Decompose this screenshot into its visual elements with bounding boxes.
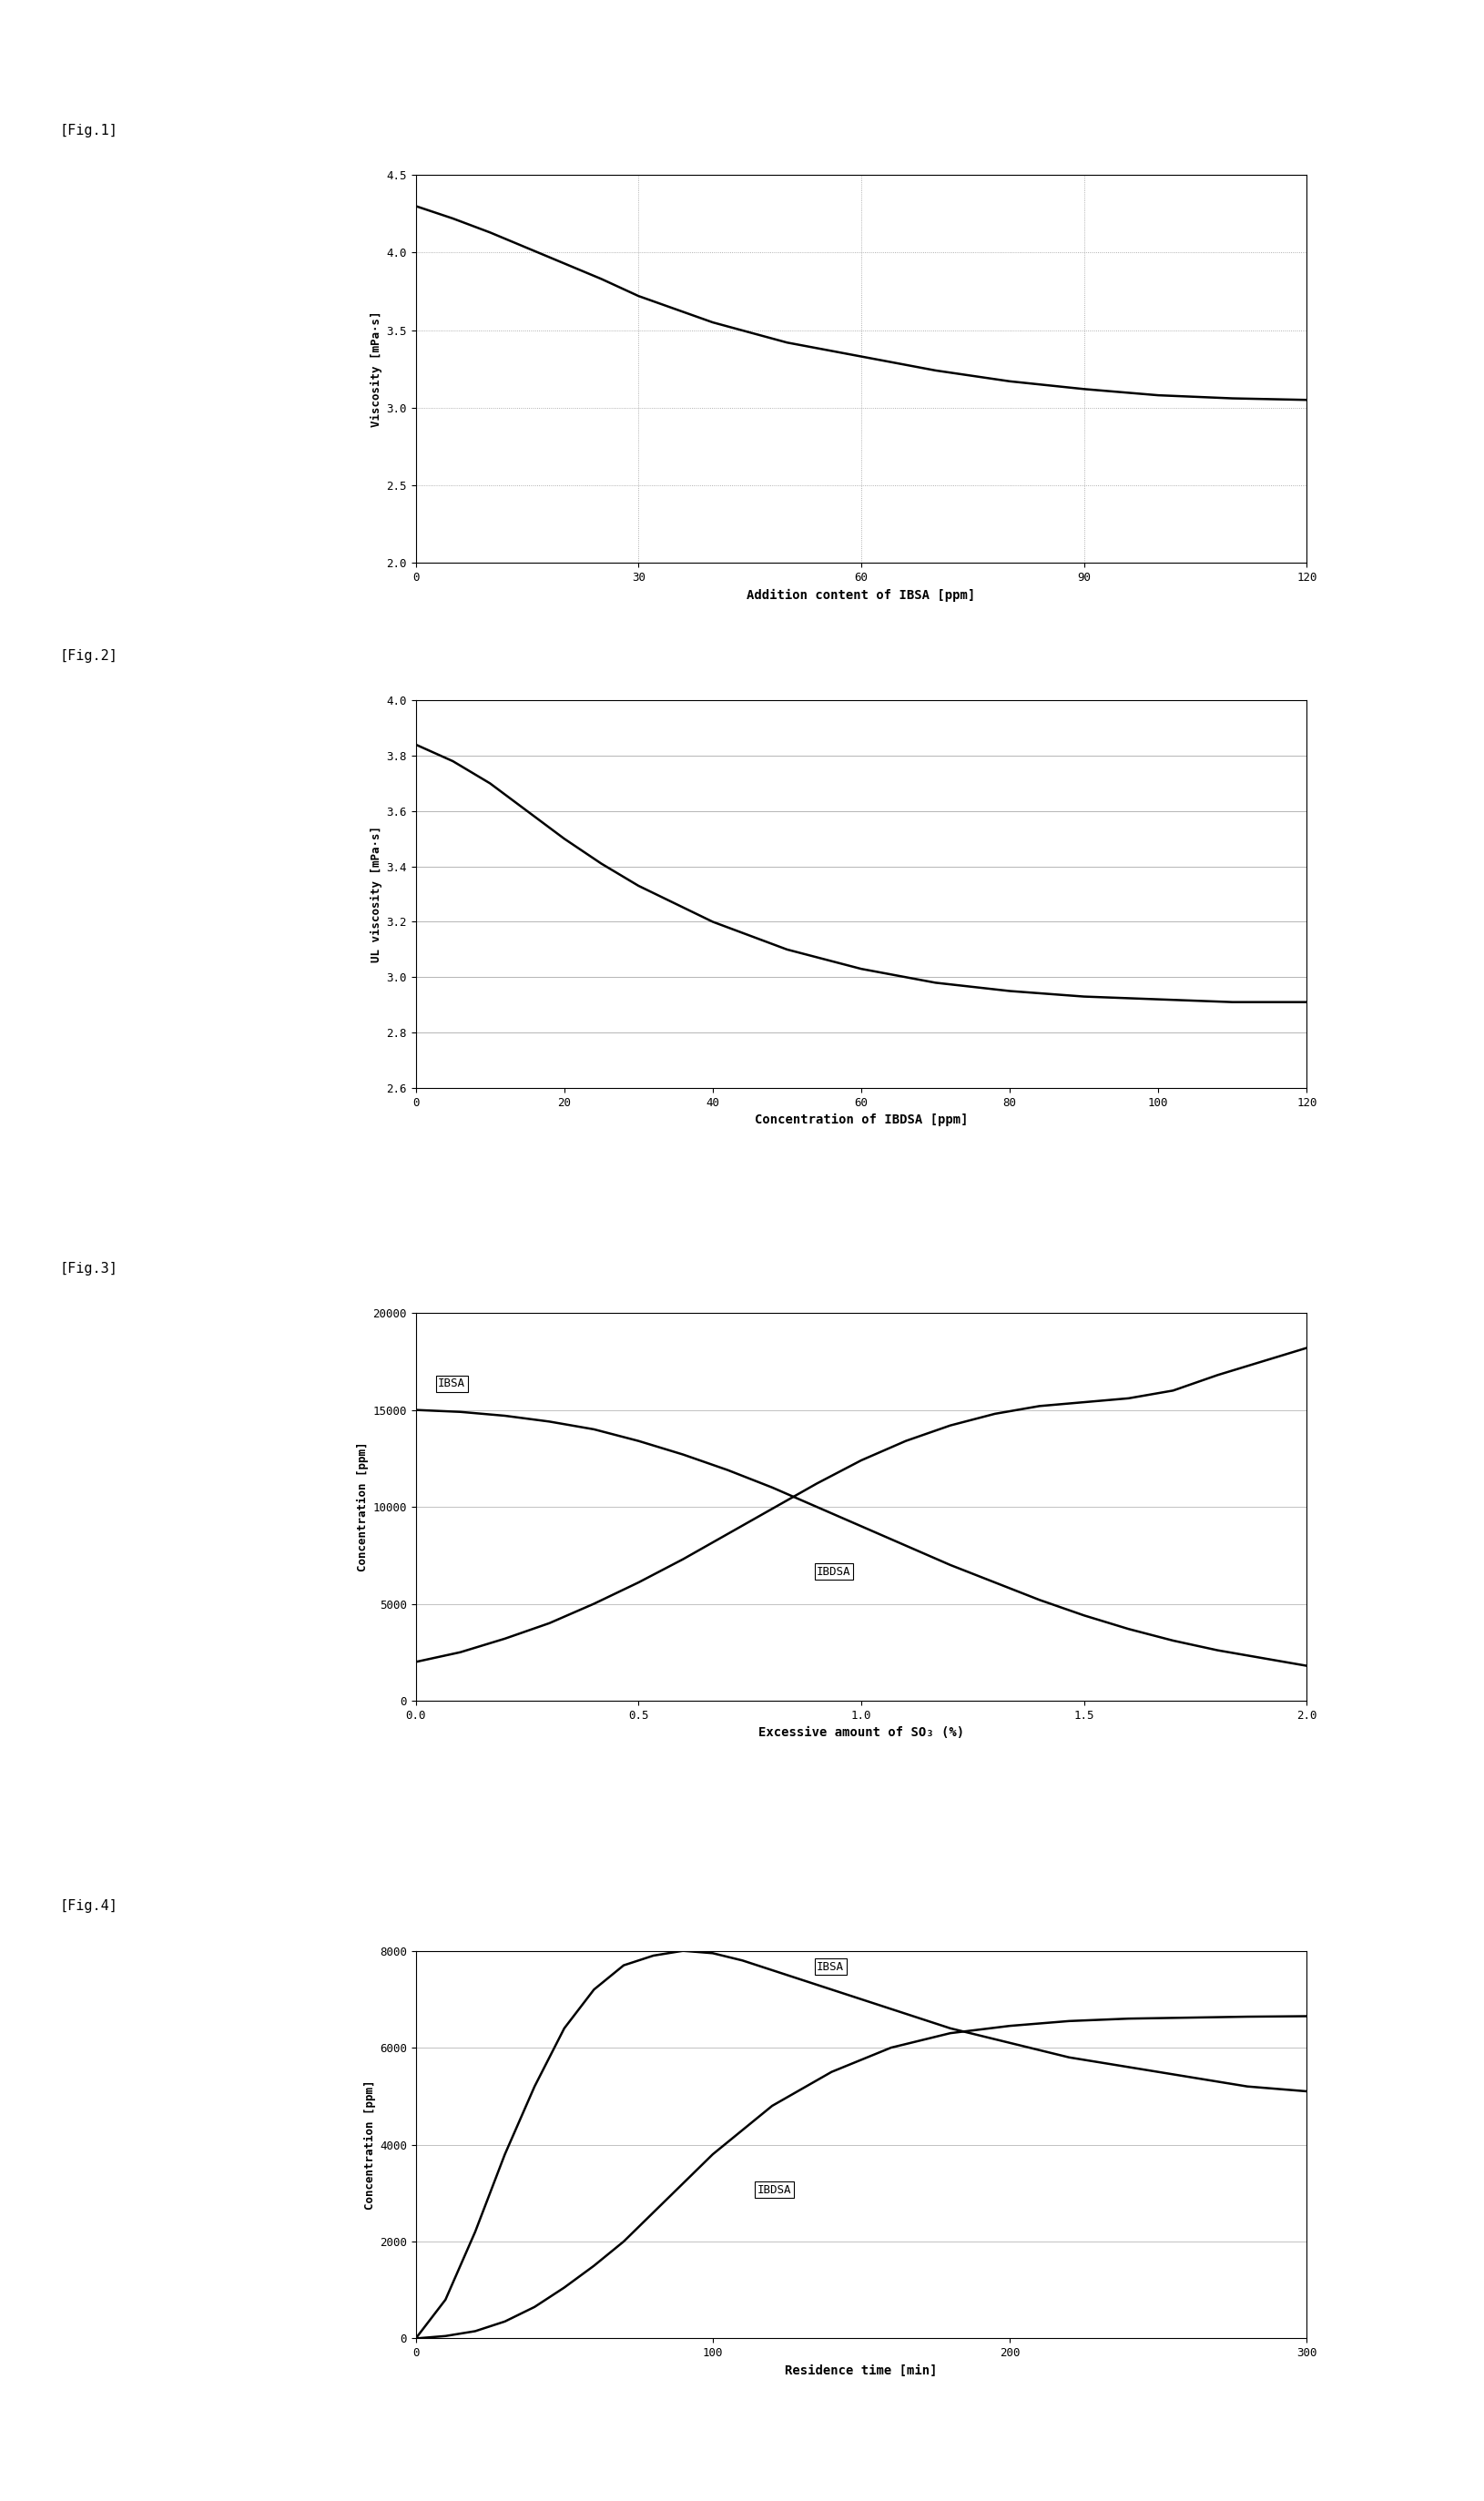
Text: IBDSA: IBDSA: [757, 2183, 791, 2196]
Text: IBSA: IBSA: [438, 1378, 464, 1391]
X-axis label: Excessive amount of SO₃ (%): Excessive amount of SO₃ (%): [758, 1726, 963, 1738]
Text: [Fig.1]: [Fig.1]: [59, 125, 117, 138]
Text: [Fig.4]: [Fig.4]: [59, 1901, 117, 1913]
Text: [Fig.3]: [Fig.3]: [59, 1263, 117, 1276]
Text: IBSA: IBSA: [816, 1961, 843, 1973]
Y-axis label: Concentration [ppm]: Concentration [ppm]: [356, 1443, 368, 1571]
Text: [Fig.2]: [Fig.2]: [59, 650, 117, 663]
Text: IBDSA: IBDSA: [816, 1566, 850, 1578]
X-axis label: Addition content of IBSA [ppm]: Addition content of IBSA [ppm]: [746, 588, 975, 600]
Y-axis label: Concentration [ppm]: Concentration [ppm]: [364, 2081, 375, 2208]
Y-axis label: UL viscosity [mPa·s]: UL viscosity [mPa·s]: [371, 825, 383, 963]
X-axis label: Concentration of IBDSA [ppm]: Concentration of IBDSA [ppm]: [754, 1113, 968, 1125]
Y-axis label: Viscosity [mPa·s]: Viscosity [mPa·s]: [371, 310, 383, 428]
X-axis label: Residence time [min]: Residence time [min]: [785, 2363, 936, 2376]
